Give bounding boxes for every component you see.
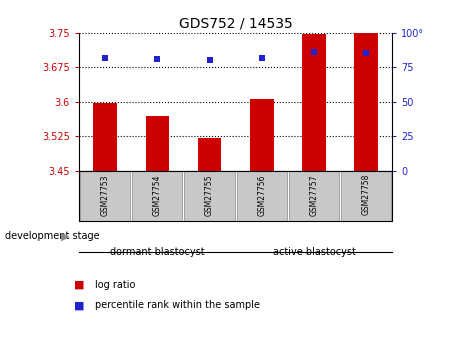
Text: ■: ■ [74, 300, 84, 310]
Text: GSM27757: GSM27757 [309, 174, 318, 216]
Bar [80, 171, 130, 221]
Text: log ratio: log ratio [95, 280, 135, 289]
Text: ▶: ▶ [61, 231, 69, 241]
Bar [184, 171, 235, 221]
Text: GSM27758: GSM27758 [362, 174, 371, 216]
Text: dormant blastocyst: dormant blastocyst [110, 247, 205, 257]
Bar [237, 171, 287, 221]
Bar [132, 171, 182, 221]
Bar [93, 103, 117, 171]
Text: GSM27756: GSM27756 [257, 174, 266, 216]
Text: GSM27753: GSM27753 [101, 174, 110, 216]
Bar [289, 171, 339, 221]
Bar [250, 99, 273, 171]
Text: active blastocyst: active blastocyst [272, 247, 355, 257]
Text: GSM27755: GSM27755 [205, 174, 214, 216]
Text: percentile rank within the sample: percentile rank within the sample [95, 300, 260, 310]
Text: GSM27754: GSM27754 [153, 174, 162, 216]
Text: development stage: development stage [5, 231, 99, 241]
Title: GDS752 / 14535: GDS752 / 14535 [179, 16, 293, 30]
Bar [198, 138, 221, 171]
Text: ■: ■ [74, 280, 84, 289]
Bar [146, 117, 169, 171]
Bar [341, 171, 391, 221]
Bar [302, 34, 326, 171]
Bar [354, 33, 378, 171]
